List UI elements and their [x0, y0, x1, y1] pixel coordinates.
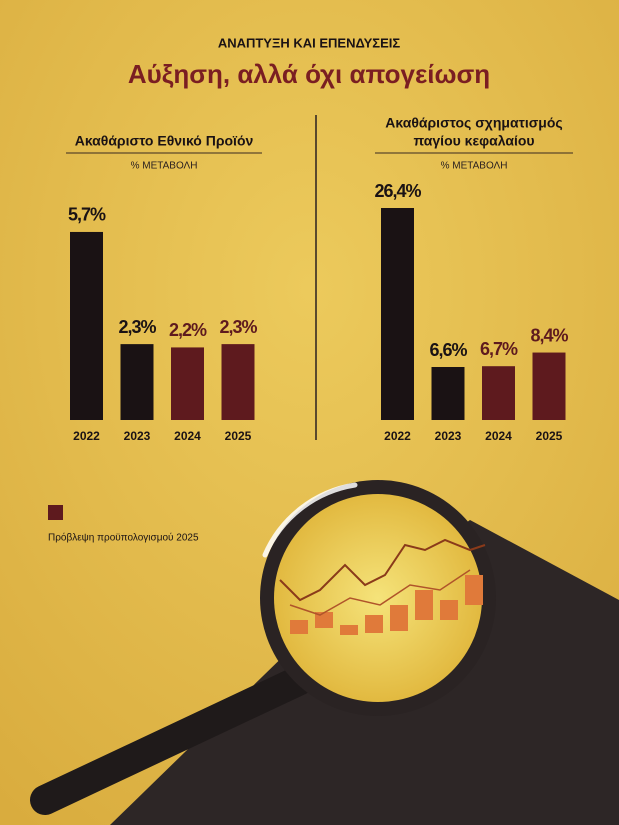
chart-title: Ακαθάριστος σχηματισμός	[385, 115, 562, 131]
bar	[381, 208, 414, 420]
bar	[70, 231, 103, 420]
value-label: 26,4%	[374, 181, 421, 201]
value-label: 2,3%	[118, 317, 156, 337]
bar	[171, 347, 204, 420]
x-tick-label: 2025	[536, 429, 563, 443]
main-title: Αύξηση, αλλά όχι απογείωση	[128, 59, 490, 89]
x-tick-label: 2023	[435, 429, 462, 443]
bar	[221, 344, 255, 420]
x-tick-label: 2024	[485, 429, 512, 443]
value-label: 8,4%	[530, 325, 568, 345]
value-label: 2,2%	[169, 320, 207, 340]
chart-subtitle: % ΜΕΤΑΒΟΛΗ	[441, 161, 508, 172]
x-tick-label: 2025	[225, 429, 252, 443]
magnifier-handle	[30, 665, 315, 815]
x-tick-label: 2022	[73, 429, 100, 443]
magnifier-lens	[274, 494, 482, 702]
legend-swatch	[48, 505, 63, 520]
x-tick-label: 2022	[384, 429, 411, 443]
value-label: 6,6%	[429, 340, 467, 360]
value-label: 2,3%	[219, 317, 257, 337]
lens-chart	[279, 538, 486, 635]
chart-title: παγίου κεφαλαίου	[413, 133, 534, 149]
chart-subtitle: % ΜΕΤΑΒΟΛΗ	[131, 161, 198, 172]
bar	[532, 352, 566, 420]
value-label: 6,7%	[480, 339, 518, 359]
bar	[120, 344, 154, 420]
bar	[431, 367, 465, 420]
bar	[482, 366, 515, 420]
value-label: 5,7%	[68, 205, 106, 225]
x-tick-label: 2024	[174, 429, 201, 443]
kicker: ΑΝΑΠΤΥΞΗ ΚΑΙ ΕΠΕΝΔΥΣΕΙΣ	[218, 35, 401, 50]
legend-label: Πρόβλεψη προϋπολογισμού 2025	[48, 532, 199, 544]
lens-glare	[262, 482, 358, 558]
chart-title: Ακαθάριστο Εθνικό Προϊόν	[75, 133, 254, 149]
x-tick-label: 2023	[124, 429, 151, 443]
